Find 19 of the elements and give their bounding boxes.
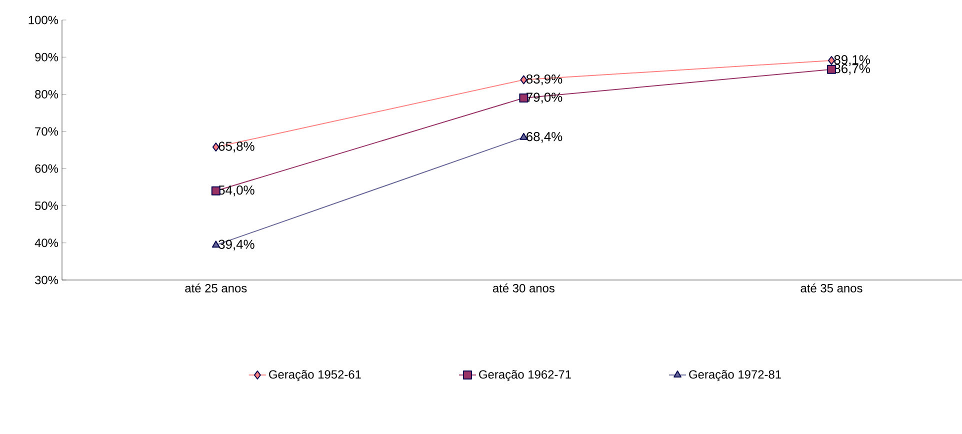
x-tick-label: até 35 anos: [800, 284, 862, 292]
data-label: 65,8%: [218, 142, 254, 152]
y-tick-label: 100%: [28, 16, 58, 24]
x-tick-label: até 30 anos: [492, 284, 554, 292]
legend-label: Geração 1962-71: [479, 370, 571, 382]
legend-label: Geração 1972-81: [689, 370, 781, 382]
data-label: 68,4%: [526, 132, 562, 143]
x-tick-label: até 25 anos: [185, 284, 247, 292]
y-tick-label: 90%: [35, 52, 58, 62]
data-label: 83,9%: [526, 74, 562, 86]
data-label: 39,4%: [218, 240, 254, 250]
y-tick-label: 50%: [35, 201, 58, 210]
y-tick-label: 80%: [35, 90, 58, 99]
data-label: 89,1%: [834, 55, 870, 66]
legend-label: Geração 1952-61: [269, 370, 361, 382]
y-tick-label: 30%: [35, 276, 58, 284]
y-tick-label: 70%: [35, 127, 58, 136]
y-tick-label: 40%: [34, 238, 58, 248]
y-tick-label: 60%: [35, 164, 58, 173]
